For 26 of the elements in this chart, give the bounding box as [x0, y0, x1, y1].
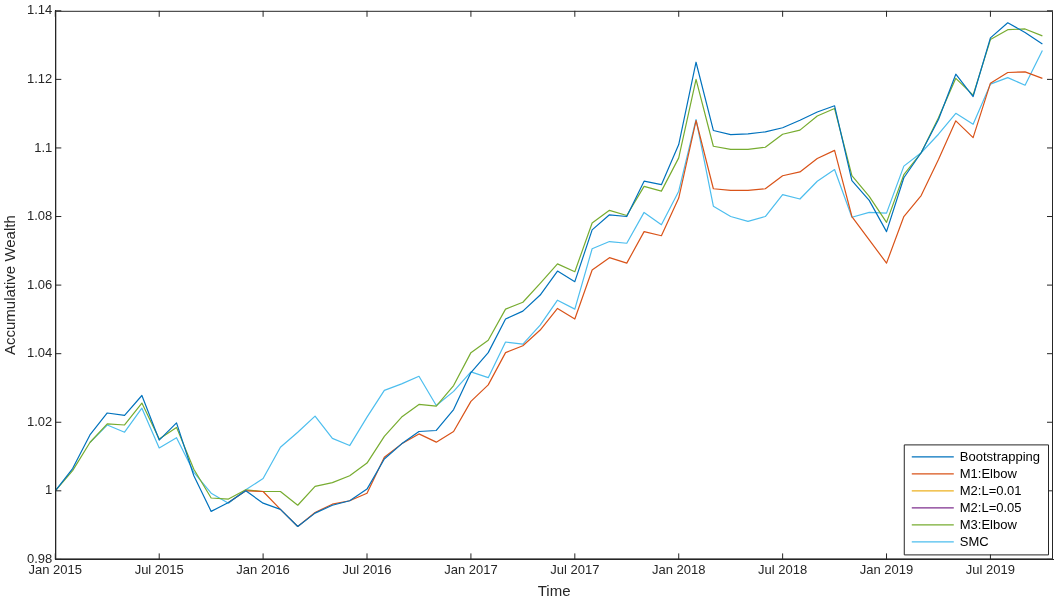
y-tick-label: 1.08	[26, 208, 53, 224]
legend-label: SMC	[959, 534, 989, 550]
legend-label: M3:Elbow	[959, 517, 1018, 533]
y-tick-label: 1.06	[26, 276, 53, 292]
y-tick-label: 1.02	[26, 413, 53, 429]
x-tick-label: Jul 2015	[134, 561, 184, 577]
x-tick-label: Jan 2019	[859, 561, 914, 577]
x-axis-title: Time	[537, 582, 571, 600]
x-tick-label: Jul 2018	[758, 561, 808, 577]
legend-label: M2:L=0.01	[959, 483, 1022, 499]
legend-label: M2:L=0.05	[959, 500, 1022, 516]
x-tick-label: Jan 2016	[236, 561, 290, 577]
legend-label: M1:Elbow	[959, 466, 1018, 482]
y-tick-label: 1.12	[26, 70, 53, 86]
x-tick-label: Jul 2017	[550, 561, 600, 577]
y-axis-title: Accumulative Wealth	[1, 215, 19, 355]
x-tick-label: Jan 2018	[651, 561, 706, 577]
x-tick-label: Jul 2019	[965, 561, 1016, 577]
legend-label: Bootstrapping	[959, 449, 1041, 465]
y-tick-label: 1.14	[26, 2, 53, 18]
x-tick-label: Jan 2017	[444, 561, 498, 577]
y-tick-label: 1.04	[26, 345, 53, 361]
y-tick-label: 0.98	[26, 550, 53, 566]
y-tick-label: 1.1	[34, 139, 53, 155]
x-tick-label: Jul 2016	[342, 561, 392, 577]
y-tick-label: 1	[45, 482, 53, 498]
